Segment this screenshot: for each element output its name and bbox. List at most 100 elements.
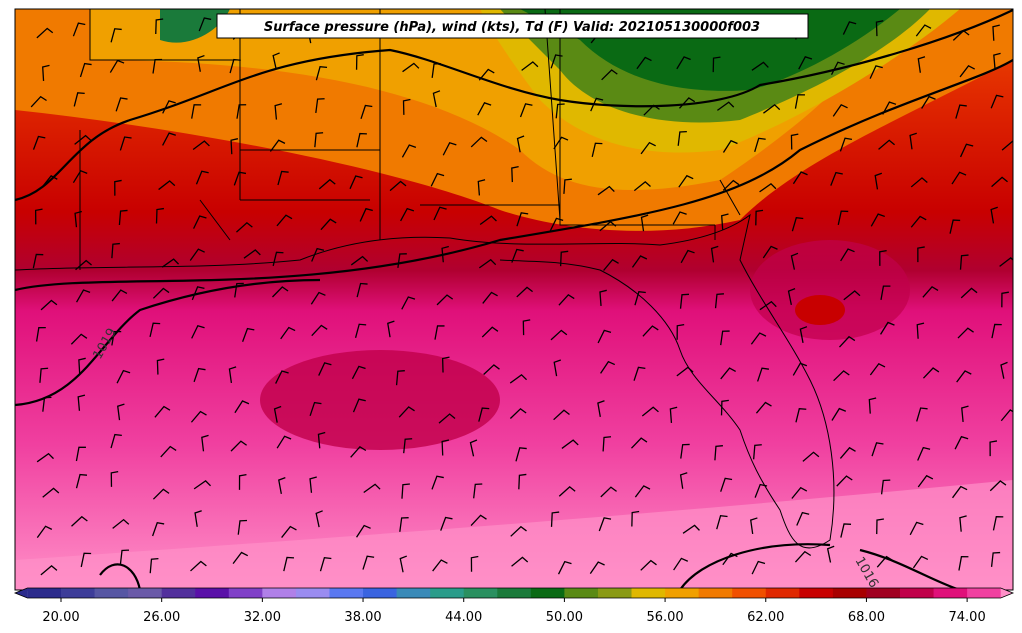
wind-barb [32,253,44,269]
wind-barb [401,144,417,158]
wind-barb [442,142,457,156]
wind-barb [118,209,128,226]
wind-barb [401,483,410,499]
wind-barb [119,136,132,151]
wind-barb [74,134,92,145]
wind-barb [152,488,170,500]
wind-barb [909,132,917,150]
wind-barb [511,165,519,183]
wind-barb [162,132,176,146]
wind-barb [631,510,640,527]
wind-barb [403,438,413,454]
wind-barb [194,510,202,527]
wind-barb [751,61,769,71]
wind-barb [351,365,366,380]
wind-barb [516,212,529,227]
wind-barb [922,367,940,379]
wind-barb [915,24,932,37]
wind-barb [161,258,180,268]
wind-barb [630,437,648,449]
colorbar-segment [900,588,935,598]
wind-barb [874,172,883,190]
wind-barb [599,289,607,307]
colorbar-segment [430,588,465,598]
wind-barb [880,321,895,335]
wind-barb [559,250,569,267]
wind-barb [198,17,212,32]
colorbar-segment [497,588,532,598]
wind-barb [359,207,373,222]
wind-barb [597,400,605,417]
wind-barb [954,435,969,450]
wind-barb [876,518,885,535]
wind-barb [436,294,454,306]
wind-barb [553,359,562,377]
wind-barb [30,95,47,108]
wind-barb [597,329,612,344]
wind-barb [868,397,877,414]
wind-barb [42,396,52,412]
wind-barb [162,100,176,114]
wind-barb [796,511,810,526]
colorbar-segment [61,588,96,598]
wind-barb [787,288,796,306]
wind-barb [839,335,856,348]
wind-barb [193,367,206,383]
wind-barb [470,136,488,148]
wind-barb [191,324,205,339]
wind-barb [833,370,850,382]
wind-barb [156,358,165,375]
wind-barb [356,524,371,538]
wind-barb [549,217,564,232]
wind-barb [155,18,164,35]
wind-barb [714,293,724,309]
colorbar-segment [128,588,163,598]
wind-barb [753,444,762,460]
colorbar-segment [295,588,330,598]
wind-barb [75,446,86,462]
wind-barb [792,362,808,376]
wind-barb [310,291,326,305]
wind-barb [438,413,456,424]
wind-barb [402,98,411,115]
wind-barb [160,445,177,458]
wind-barb [839,137,853,152]
colorbar-segment [396,588,431,598]
wind-barb [751,560,766,575]
wind-barb [116,369,131,384]
wind-barb [352,398,366,413]
wind-barb [432,559,448,572]
wind-barb [440,516,453,531]
wind-barb [191,286,205,301]
wind-barb [991,323,1002,339]
colorbar-segment [698,588,733,598]
wind-barb [676,366,694,377]
wind-barb [509,373,528,384]
wind-barb [441,356,450,373]
wind-barb [110,433,122,449]
wind-barb [634,485,651,498]
wind-barb [75,259,92,271]
wind-barb [676,56,691,70]
colorbar-segment [195,588,230,598]
colorbar-segment [564,588,599,598]
wind-barb [759,182,777,193]
wind-barb [36,27,54,39]
wind-barb [273,405,282,423]
wind-barb [842,21,857,35]
wind-barb [152,287,170,299]
wind-barb [990,551,1001,567]
colorbar-segment [597,588,633,598]
wind-barb [236,221,253,233]
wind-barb [149,557,159,574]
wind-barb [840,248,855,262]
wind-barb [40,299,58,311]
wind-barb [155,207,164,224]
wind-barb [880,285,891,301]
wind-barb [601,69,618,81]
wind-barb [516,286,533,298]
wind-barb [401,296,416,310]
colorbar-tick-label: 32.00 [244,610,281,625]
wind-barb [956,370,972,383]
